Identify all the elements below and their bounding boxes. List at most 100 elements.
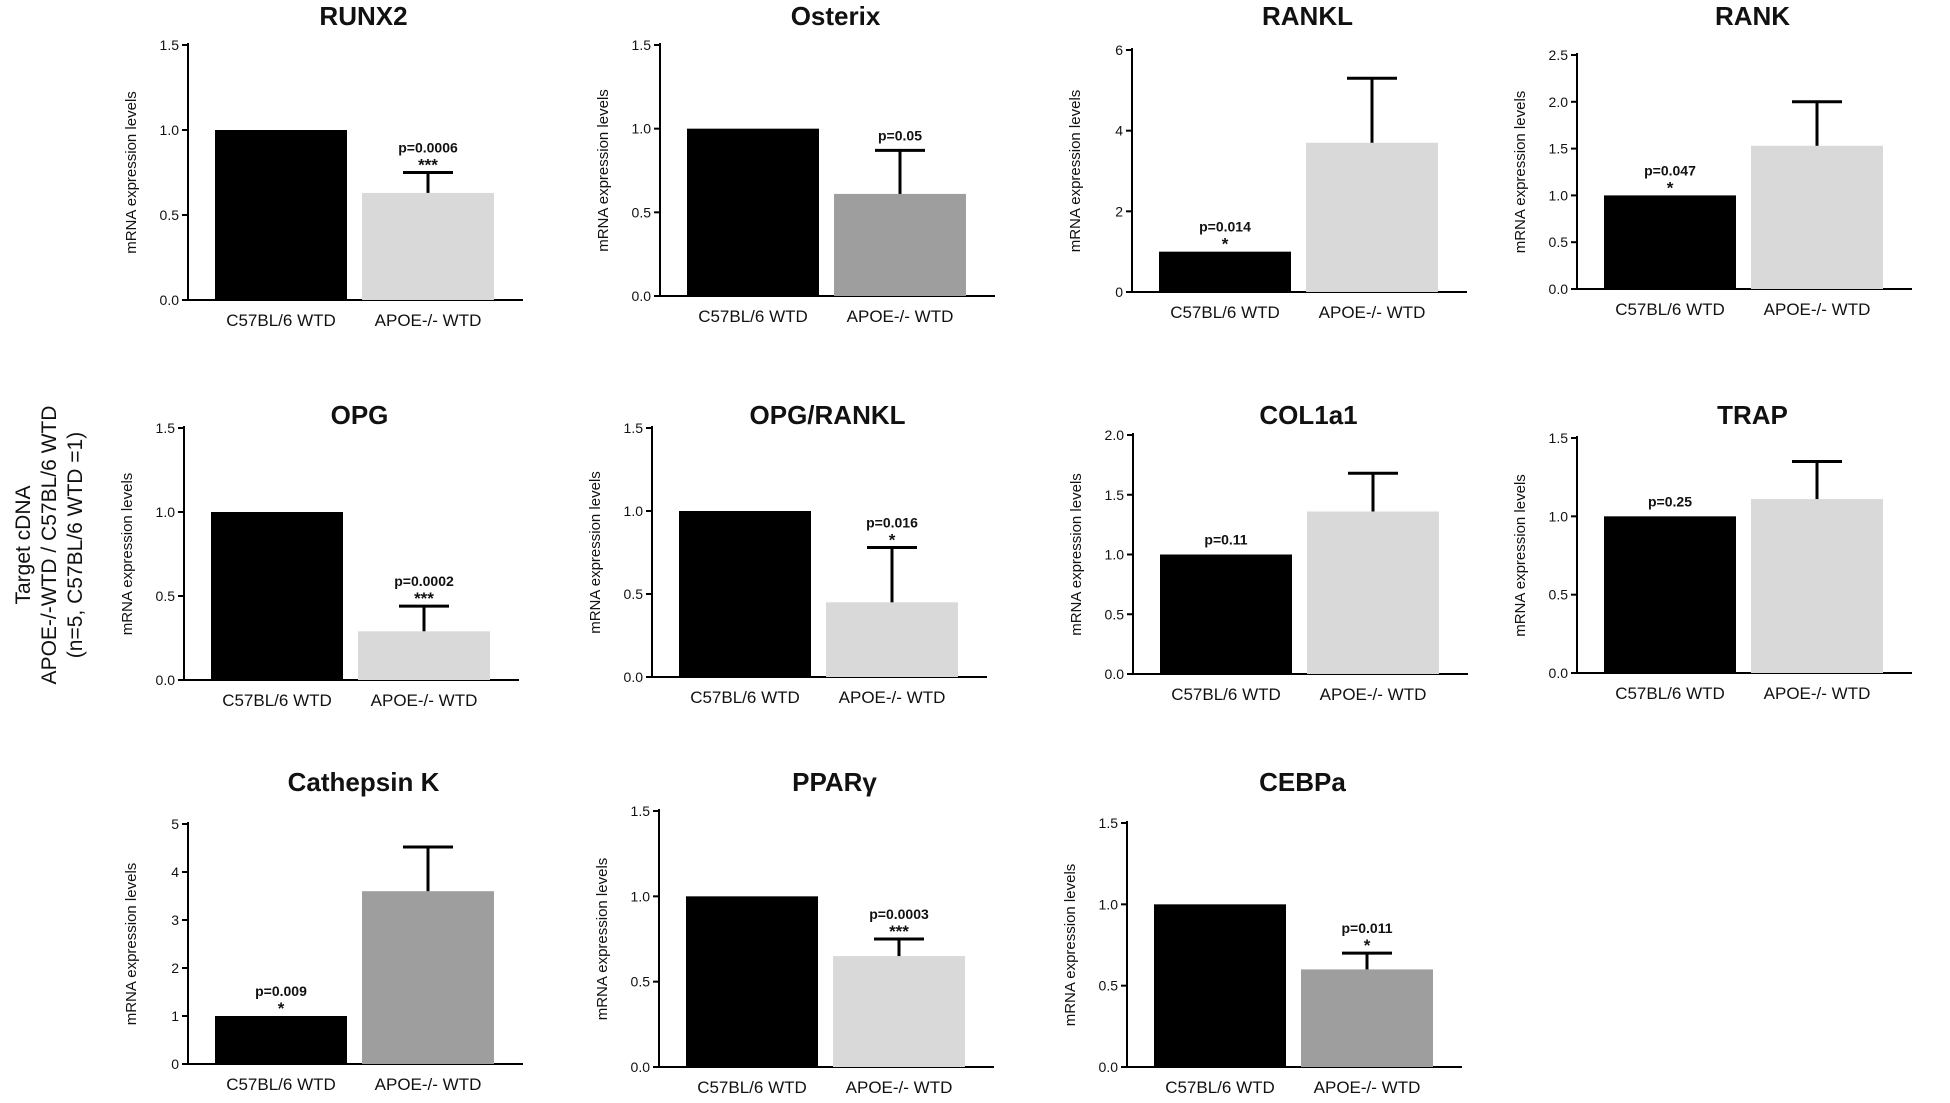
y-axis-label: mRNA expression levels <box>1512 474 1529 637</box>
y-tick-label: 0.5 <box>1105 606 1125 622</box>
category-label: APOE-/- WTD <box>839 688 946 707</box>
p-value-label: p=0.0002 <box>394 573 454 589</box>
bar-apoe-wtd <box>362 891 494 1064</box>
y-tick-label: 2 <box>171 960 179 976</box>
y-tick-label: 5 <box>171 816 179 832</box>
y-tick-label: 0.0 <box>631 1059 651 1075</box>
chart-panel-7: 0.0 0.5 1.0 1.5 2.0 C57BL/6 WTD APOE-/- WTD p=0… <box>1068 400 1468 704</box>
p-value-label: p=0.0003 <box>869 906 929 922</box>
bar-apoe-wtd <box>833 956 965 1067</box>
bar-c57bl6-wtd <box>215 130 347 300</box>
y-tick-label: 0.0 <box>1099 1059 1119 1075</box>
chart-title: OPG/RANKL <box>750 400 906 430</box>
y-axis-caption: Target cDNA APOE-/-WTD / C57BL/6 WTD (n=… <box>12 406 87 685</box>
category-label: C57BL/6 WTD <box>1171 685 1281 704</box>
y-tick-label: 1.0 <box>632 121 652 137</box>
y-axis-label: mRNA expression levels <box>1062 864 1079 1027</box>
chart-panel-4: 0.0 0.5 1.0 1.5 2.0 2.5 C57BL/6 WTD APOE-/- WTD… <box>1512 1 1912 319</box>
significance-stars: *** <box>418 156 438 175</box>
bar-c57bl6-wtd <box>1154 904 1286 1067</box>
category-label: APOE-/- WTD <box>1314 1078 1421 1097</box>
category-label: APOE-/- WTD <box>375 311 482 330</box>
category-label: C57BL/6 WTD <box>1165 1078 1275 1097</box>
chart-panel-2: 0.0 0.5 1.0 1.5 C57BL/6 WTD APOE-/- WTD p=0.05… <box>595 1 995 326</box>
y-tick-label: 2 <box>1115 203 1123 219</box>
bar-c57bl6-wtd <box>211 512 343 680</box>
category-label: APOE-/- WTD <box>371 691 478 710</box>
category-label: C57BL/6 WTD <box>226 311 336 330</box>
y-tick-label: 1.5 <box>1549 430 1569 446</box>
category-label: APOE-/- WTD <box>1764 684 1871 703</box>
chart-title: PPARγ <box>792 767 877 797</box>
bar-c57bl6-wtd <box>686 896 818 1067</box>
y-tick-label: 1.5 <box>156 420 176 436</box>
bar-apoe-wtd <box>362 192 494 300</box>
y-axis-label: mRNA expression levels <box>1067 90 1084 253</box>
bar-apoe-wtd <box>1307 511 1439 674</box>
p-value-label: p=0.011 <box>1342 920 1393 936</box>
bar-apoe-wtd <box>1301 969 1433 1067</box>
significance-stars: *** <box>889 922 909 941</box>
p-value-label: p=0.009 <box>255 983 307 999</box>
chart-panel-6: 0.0 0.5 1.0 1.5 C57BL/6 WTD APOE-/- WTD *p=0.0… <box>587 400 987 707</box>
p-value-label: p=0.0006 <box>398 140 458 156</box>
chart-panel-10: 0.0 0.5 1.0 1.5 C57BL/6 WTD APOE-/- WTD ***p=0… <box>594 767 994 1097</box>
chart-panel-11: 0.0 0.5 1.0 1.5 C57BL/6 WTD APOE-/- WTD *p=0.0… <box>1062 767 1462 1097</box>
y-tick-label: 0.5 <box>1099 978 1119 994</box>
chart-title: RUNX2 <box>319 1 407 31</box>
y-tick-label: 1.5 <box>1105 487 1125 503</box>
y-tick-label: 0.0 <box>624 669 644 685</box>
significance-stars: * <box>278 999 285 1018</box>
y-tick-label: 0.5 <box>631 974 651 990</box>
chart-title: Osterix <box>791 1 881 31</box>
bar-c57bl6-wtd <box>1160 554 1292 674</box>
y-axis-label: mRNA expression levels <box>595 89 612 252</box>
chart-title: RANKL <box>1262 1 1353 31</box>
y-tick-label: 0.5 <box>160 207 180 223</box>
y-tick-label: 0.5 <box>624 586 644 602</box>
y-tick-label: 1.0 <box>631 888 651 904</box>
y-axis-label: mRNA expression levels <box>587 471 604 634</box>
chart-title: RANK <box>1715 1 1790 31</box>
bar-apoe-wtd <box>834 193 966 296</box>
category-label: C57BL/6 WTD <box>698 307 808 326</box>
bar-apoe-wtd <box>826 602 958 677</box>
bar-apoe-wtd <box>1751 499 1883 673</box>
chart-title: OPG <box>331 400 389 430</box>
category-label: C57BL/6 WTD <box>222 691 332 710</box>
y-tick-label: 3 <box>171 912 179 928</box>
bar-c57bl6-wtd <box>1159 251 1291 292</box>
y-tick-label: 1.0 <box>1099 896 1119 912</box>
y-tick-label: 0.0 <box>632 288 652 304</box>
significance-stars: * <box>1667 178 1674 197</box>
category-label: APOE-/- WTD <box>1319 303 1426 322</box>
significance-stars: * <box>1364 936 1371 955</box>
caption-line-2: APOE-/-WTD / C57BL/6 WTD <box>38 406 61 685</box>
y-tick-label: 1.0 <box>624 503 644 519</box>
y-tick-label: 0.0 <box>1549 665 1569 681</box>
chart-title: CEBPa <box>1259 767 1346 797</box>
category-label: APOE-/- WTD <box>846 1078 953 1097</box>
chart-title: COL1a1 <box>1259 400 1357 430</box>
bar-apoe-wtd <box>358 631 490 680</box>
bar-apoe-wtd <box>1751 145 1883 289</box>
bar-apoe-wtd <box>1306 142 1438 292</box>
y-tick-label: 1.0 <box>156 504 176 520</box>
y-tick-label: 1.5 <box>1099 815 1119 831</box>
y-tick-label: 0 <box>171 1056 179 1072</box>
y-axis-label: mRNA expression levels <box>594 858 611 1021</box>
chart-panel-3: 0 2 4 6 C57BL/6 WTD APOE-/- WTD *p=0.014 RANKL m… <box>1067 1 1467 322</box>
category-label: C57BL/6 WTD <box>690 688 800 707</box>
category-label: APOE-/- WTD <box>847 307 954 326</box>
chart-title: TRAP <box>1717 400 1788 430</box>
y-tick-label: 0 <box>1115 284 1123 300</box>
category-label: APOE-/- WTD <box>1764 300 1871 319</box>
p-value-label: p=0.016 <box>866 515 918 531</box>
y-tick-label: 1.5 <box>631 803 651 819</box>
y-tick-label: 0.5 <box>1549 587 1569 603</box>
p-value-label: p=0.11 <box>1204 532 1247 548</box>
y-tick-label: 0.0 <box>156 672 176 688</box>
caption-line-1: Target cDNA <box>12 485 35 604</box>
